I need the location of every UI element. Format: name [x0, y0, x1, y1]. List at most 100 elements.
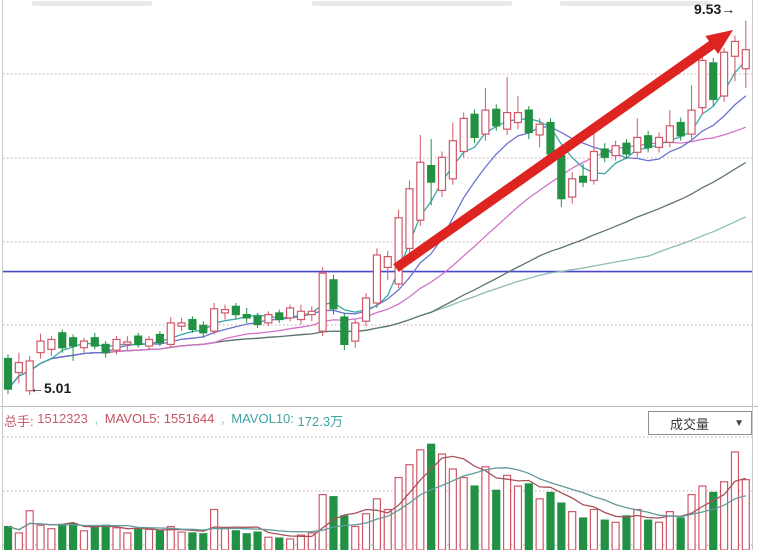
caret-down-icon[interactable]: ▼ [734, 417, 744, 429]
volume-bar-down [578, 517, 588, 550]
cropped-text-artifact [560, 1, 710, 6]
candle-up [687, 109, 696, 135]
volume-bar-up [79, 530, 89, 550]
candle-down [155, 333, 164, 344]
candle-up [177, 322, 186, 327]
volume-bar-up [665, 511, 674, 550]
chart-left-border [2, 0, 3, 550]
volume-bar-up [611, 521, 620, 550]
candle-up [503, 111, 512, 130]
trend-arrow-head [705, 30, 733, 54]
candle-up [361, 297, 371, 322]
candle-down [58, 332, 67, 349]
volume-bar-down [557, 502, 566, 550]
volume-bar-down [188, 532, 197, 550]
cropped-text-artifact [32, 1, 152, 6]
cropped-text-artifact [312, 1, 512, 6]
volume-bar-up [166, 525, 175, 550]
volume-bar-up [14, 532, 23, 550]
volume-chart-pane[interactable] [0, 434, 758, 550]
volume-bar-up [112, 527, 121, 550]
candle-up [220, 309, 230, 314]
candle-up [535, 123, 544, 136]
volume-bar-up [123, 532, 132, 550]
volume-bar-up [513, 485, 523, 550]
volume-bar-down [600, 519, 609, 550]
candle-up [405, 188, 414, 249]
volume-bar-up [719, 481, 729, 550]
volume-bar-down [155, 530, 164, 550]
volume-bar-up [394, 476, 403, 550]
candle-up [25, 360, 34, 392]
price-high-value: 9.53 [694, 1, 722, 17]
candle-down [101, 343, 110, 354]
candle-up [611, 145, 620, 157]
volume-bar-down [644, 519, 653, 550]
candle-up [633, 136, 642, 153]
volume-bar-up [36, 524, 45, 550]
volume-type-dropdown[interactable]: 成交量 ▼ [648, 411, 752, 435]
volume-bar-up [351, 525, 360, 550]
volume-bar-up [437, 453, 447, 550]
volume-bar-up [589, 508, 599, 550]
candle-down [546, 121, 555, 155]
volume-bar-down [242, 533, 251, 550]
candle-up [112, 338, 121, 351]
volume-bar-up [144, 528, 154, 550]
candle-down [275, 312, 284, 321]
candle-up [481, 109, 490, 135]
candle-up [318, 272, 327, 332]
candle-up [264, 313, 273, 324]
candle-down [242, 313, 251, 319]
candle-up [589, 150, 599, 182]
zongshou-label: 总手: [4, 414, 34, 429]
candle-up [437, 156, 447, 192]
separator: , [221, 411, 225, 426]
volume-bar-up [47, 528, 56, 550]
candle-up [372, 254, 381, 304]
trend-arrow-shaft [393, 38, 718, 272]
candle-down [600, 148, 609, 158]
volume-bar-down [231, 530, 240, 550]
volume-bar-down [492, 489, 501, 550]
zongshou-value: 1512323 [37, 411, 88, 426]
candle-up [665, 125, 674, 143]
separator: , [94, 411, 99, 426]
candle-down [329, 279, 338, 310]
candle-down [578, 175, 588, 183]
volume-bar-up [264, 536, 273, 550]
candle-down [709, 62, 718, 100]
candle-up [416, 161, 425, 221]
volume-bar-up [286, 538, 295, 550]
volume-bar-up [372, 498, 381, 550]
candle-down [90, 337, 99, 347]
candle-down [253, 315, 262, 326]
price-high-label: 9.53→ [694, 1, 735, 17]
volume-bar-up [459, 476, 468, 550]
candle-up [79, 340, 89, 349]
volume-bar-down [524, 483, 533, 550]
volume-bar-up [698, 485, 707, 550]
candle-down [676, 121, 685, 137]
volume-bar-up [220, 528, 230, 550]
candle-up [123, 341, 132, 345]
volume-bar-down [68, 522, 78, 550]
volume-bar-up [535, 498, 544, 550]
candle-down [644, 135, 653, 148]
volume-ma-line-MAVOL10 [7, 467, 746, 533]
volume-bar-up [361, 513, 371, 550]
candle-down [340, 316, 349, 345]
candle-down [524, 109, 533, 134]
volume-bar-down [622, 515, 631, 550]
volume-bar-up [568, 511, 577, 550]
volume-bar-down [340, 515, 349, 550]
price-chart-pane[interactable] [0, 0, 758, 406]
candle-down [427, 164, 436, 183]
volume-bar-up [503, 474, 512, 550]
volume-bar-up [416, 449, 425, 550]
volume-bar-down [427, 443, 436, 550]
volume-type-label: 成交量 [670, 416, 710, 432]
mavol10-value: 172.3万 [297, 414, 344, 429]
right-arrow-icon: → [721, 1, 736, 17]
